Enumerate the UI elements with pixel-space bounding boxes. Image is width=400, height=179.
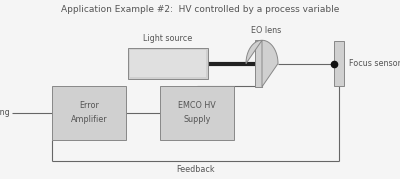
Text: Error: Error xyxy=(79,101,99,110)
Bar xyxy=(130,50,206,77)
Text: Light source: Light source xyxy=(143,34,193,43)
Bar xyxy=(255,40,262,87)
Text: Setting: Setting xyxy=(0,108,10,117)
Bar xyxy=(128,48,208,79)
Text: Supply: Supply xyxy=(183,115,211,124)
Bar xyxy=(160,86,234,140)
Text: EMCO HV: EMCO HV xyxy=(178,101,216,110)
Text: EO lens: EO lens xyxy=(251,26,281,35)
Text: Focus sensor: Focus sensor xyxy=(349,59,400,68)
Bar xyxy=(52,86,126,140)
Polygon shape xyxy=(246,40,278,87)
Text: Amplifier: Amplifier xyxy=(71,115,107,124)
Text: Application Example #2:  HV controlled by a process variable: Application Example #2: HV controlled by… xyxy=(61,5,339,14)
Bar xyxy=(334,41,344,86)
Text: Feedback: Feedback xyxy=(176,165,215,174)
